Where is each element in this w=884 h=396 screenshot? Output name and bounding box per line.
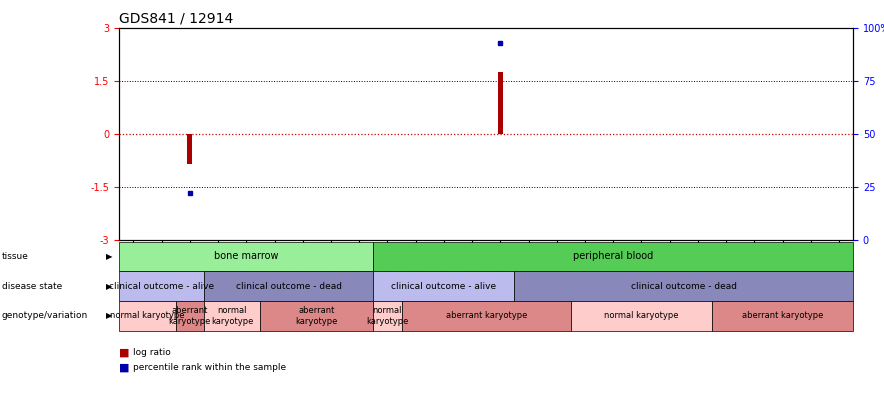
Text: genotype/variation: genotype/variation [2,311,88,320]
Text: peripheral blood: peripheral blood [573,251,653,261]
Text: aberrant
karyotype: aberrant karyotype [169,306,211,326]
Text: clinical outcome - alive: clinical outcome - alive [392,282,497,291]
Text: disease state: disease state [2,282,62,291]
Text: bone marrow: bone marrow [214,251,278,261]
Text: aberrant karyotype: aberrant karyotype [742,311,823,320]
Text: ■: ■ [119,362,130,373]
Text: normal
karyotype: normal karyotype [366,306,408,326]
Bar [498,72,503,133]
Text: ▶: ▶ [105,252,112,261]
Text: clinical outcome - dead: clinical outcome - dead [631,282,736,291]
Text: aberrant
karyotype: aberrant karyotype [295,306,338,326]
Text: clinical outcome - dead: clinical outcome - dead [236,282,341,291]
Text: aberrant karyotype: aberrant karyotype [446,311,527,320]
Text: GDS841 / 12914: GDS841 / 12914 [119,12,233,26]
Text: ▶: ▶ [105,311,112,320]
Text: ▶: ▶ [105,282,112,291]
Text: normal karyotype: normal karyotype [110,311,185,320]
Text: log ratio: log ratio [133,348,171,357]
Bar [187,133,193,164]
Text: percentile rank within the sample: percentile rank within the sample [133,363,286,372]
Text: normal
karyotype: normal karyotype [211,306,254,326]
Text: tissue: tissue [2,252,28,261]
Text: clinical outcome - alive: clinical outcome - alive [109,282,214,291]
Text: ■: ■ [119,347,130,358]
Text: normal karyotype: normal karyotype [604,311,679,320]
